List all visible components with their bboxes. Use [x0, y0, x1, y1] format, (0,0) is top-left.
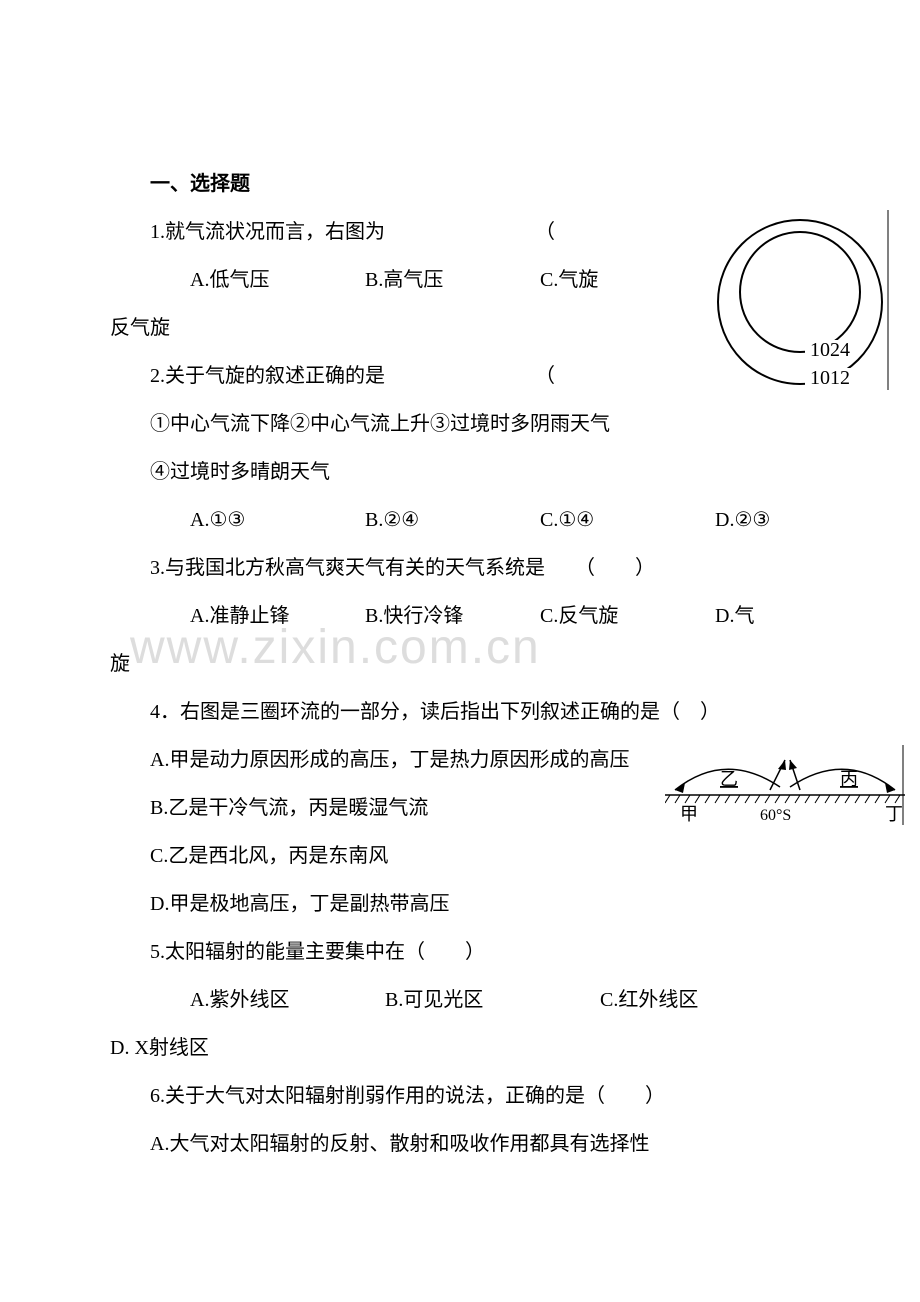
q4-optA: A.甲是动力原因形成的高压，丁是热力原因形成的高压 — [110, 736, 810, 784]
q1-optC: C.气旋 — [500, 256, 598, 304]
q6-stem: 6.关于大气对太阳辐射削弱作用的说法，正确的是（ ） — [110, 1072, 810, 1120]
q4-optB: B.乙是干冷气流，丙是暖湿气流 — [110, 784, 810, 832]
q5-optC: C.红外线区 — [560, 976, 698, 1024]
q1-optA: A.低气压 — [150, 256, 320, 304]
q4-optC: C.乙是西北风，丙是东南风 — [110, 832, 810, 880]
q2-cond2: ④过境时多晴朗天气 — [110, 448, 810, 496]
q2-stem: 2.关于气旋的叙述正确的是 （ — [110, 352, 810, 400]
q3-options: A.准静止锋 B.快行冷锋 C.反气旋 D.气 — [110, 592, 810, 640]
q1-optB: B.高气压 — [325, 256, 495, 304]
q2-cond1: ①中心气流下降②中心气流上升③过境时多阴雨天气 — [110, 400, 810, 448]
q3-optB: B.快行冷锋 — [325, 592, 495, 640]
q1-options: A.低气压 B.高气压 C.气旋 — [110, 256, 810, 304]
q2-optD: D.②③ — [675, 496, 770, 544]
q5-stem: 5.太阳辐射的能量主要集中在（ ） — [110, 928, 810, 976]
q1-stem: 1.就气流状况而言，右图为 （ — [110, 208, 810, 256]
q2-optA: A.①③ — [150, 496, 320, 544]
q2-options: A.①③ B.②④ C.①④ D.②③ — [110, 496, 810, 544]
q2-optB: B.②④ — [325, 496, 495, 544]
q1-continuation: 反气旋 — [110, 304, 810, 352]
q4-optD: D.甲是极地高压，丁是副热带高压 — [110, 880, 810, 928]
q3-optA: A.准静止锋 — [150, 592, 320, 640]
q5-optA: A.紫外线区 — [150, 976, 340, 1024]
q3-stem: 3.与我国北方秋高气爽天气有关的天气系统是 （ ） — [110, 544, 810, 592]
q5-options-row1: A.紫外线区 B.可见光区 C.红外线区 — [110, 976, 810, 1024]
q3-continuation: 旋 — [110, 640, 810, 688]
q6-optA: A.大气对太阳辐射的反射、散射和吸收作用都具有选择性 — [110, 1120, 810, 1168]
q5-optB: B.可见光区 — [345, 976, 555, 1024]
section-title: 一、选择题 — [110, 160, 810, 208]
q4-stem: 4．右图是三圈环流的一部分，读后指出下列叙述正确的是（ ） — [110, 688, 810, 736]
q3-optD: D.气 — [675, 592, 754, 640]
q2-optC: C.①④ — [500, 496, 670, 544]
q3-optC: C.反气旋 — [500, 592, 670, 640]
q5-optD: D. X射线区 — [110, 1024, 810, 1072]
